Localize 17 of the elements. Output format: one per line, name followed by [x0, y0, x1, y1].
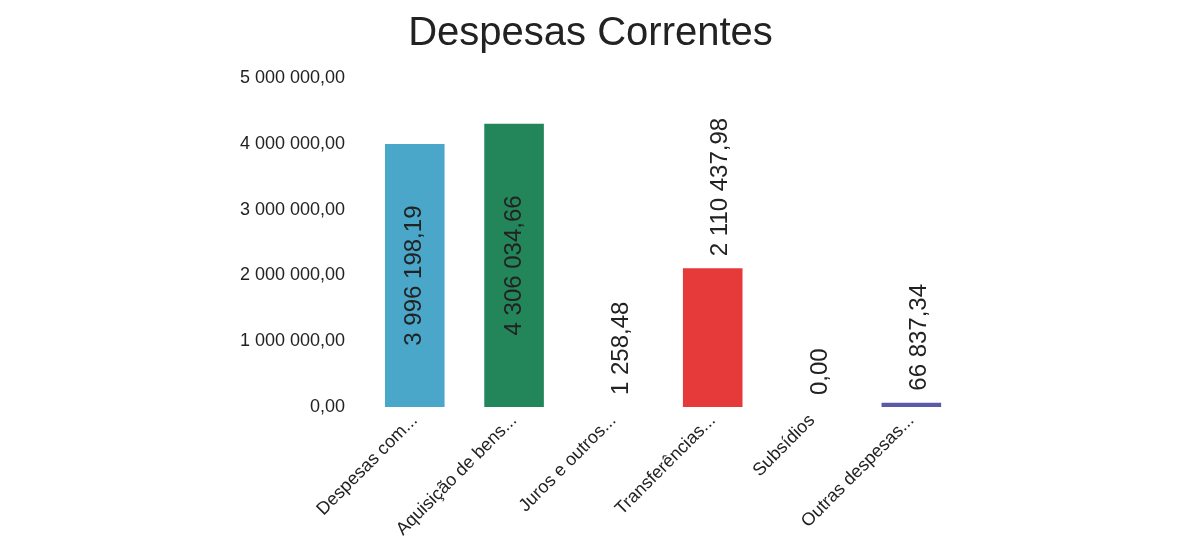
y-tick-label: 5 000 000,00	[239, 66, 346, 87]
data-label: 4 306 034,66	[498, 195, 526, 336]
y-tick-label: 1 000 000,00	[239, 330, 346, 351]
data-label: 1 258,48	[606, 301, 634, 396]
data-label: 66 837,34	[903, 283, 931, 391]
y-tick-label: 2 000 000,00	[239, 264, 346, 285]
y-tick-label: 4 000 000,00	[239, 132, 346, 153]
data-label: 3 996 198,19	[399, 205, 427, 346]
bar	[384, 144, 445, 408]
chart-title: Despesas Correntes	[408, 9, 773, 54]
bar	[682, 268, 743, 408]
data-label: 2 110 437,98	[705, 117, 733, 257]
y-tick-label: 3 000 000,00	[239, 198, 346, 219]
y-tick-label: 0,00	[310, 396, 346, 417]
bar	[484, 123, 544, 408]
bar	[881, 402, 942, 408]
data-label: 0,00	[804, 348, 832, 396]
